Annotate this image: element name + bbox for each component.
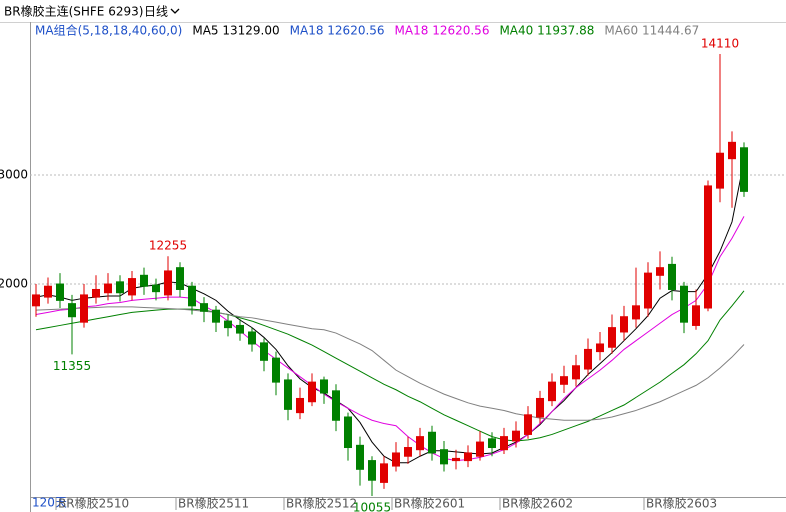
candle-body (224, 320, 232, 329)
candle-body (704, 185, 712, 309)
high-label: 12255 (149, 239, 187, 253)
candle-body (332, 390, 340, 421)
period-chevron[interactable] (170, 8, 180, 14)
candle-body (80, 294, 88, 323)
candle-body (680, 285, 688, 323)
candle-body (740, 147, 748, 192)
candle-body (692, 305, 700, 326)
candle-body (560, 376, 568, 385)
candle-body (68, 303, 76, 318)
candle-body (236, 324, 244, 334)
candle-body (116, 281, 124, 294)
candle-body (248, 331, 256, 345)
candle-body (572, 365, 580, 380)
candle-body (500, 436, 508, 451)
chart-title: BR橡胶主连(SHFE 6293) (4, 4, 143, 19)
legend-entry: MA40 11937.88 (499, 24, 594, 38)
candle-body (536, 397, 544, 418)
candle-body (308, 381, 316, 403)
legend-entry: MA5 13129.00 (192, 24, 279, 38)
candle-body (608, 327, 616, 348)
candle-body (356, 444, 364, 470)
candle-body (344, 416, 352, 449)
candle-body (464, 452, 472, 462)
candle-body (368, 460, 376, 481)
x-tick-label: BR橡胶2510 (58, 496, 129, 511)
candle-body (176, 267, 184, 290)
candle-body (524, 414, 532, 435)
x-tick-label: BR橡胶2512 (286, 496, 357, 511)
candle-body (620, 316, 628, 333)
candle-body (140, 274, 148, 287)
candle-body (212, 309, 220, 323)
candle-body (284, 379, 292, 410)
candle-body (728, 141, 736, 160)
y-tick-label: 12000 (0, 277, 28, 291)
candle-body (476, 441, 484, 457)
candle-body (416, 436, 424, 451)
candle-body (452, 457, 460, 462)
candle-body (44, 285, 52, 298)
x-tick-label: BR橡胶2601 (394, 496, 465, 511)
candle-body (152, 284, 160, 293)
candle-body (92, 288, 100, 298)
legend-entry: MA18 12620.56 (290, 24, 385, 38)
candle-body (260, 342, 268, 361)
candle-body (56, 283, 64, 301)
range-label[interactable]: 120天 (32, 496, 67, 510)
candle-body (632, 305, 640, 320)
legend-entry: MA60 11444.67 (604, 24, 699, 38)
candle-body (488, 438, 496, 449)
legend-entry: MA组合(5,18,18,40,60,0) (35, 23, 182, 38)
candle-body (164, 270, 172, 296)
low-label: 10055 (353, 501, 391, 512)
candle-body (644, 272, 652, 309)
candle-body (596, 343, 604, 353)
candle-body (428, 431, 436, 454)
candle-body (656, 267, 664, 276)
candle-body (104, 283, 112, 294)
candle-body (296, 397, 304, 414)
legend-entry: MA18 12620.56 (395, 24, 490, 38)
period-selector[interactable]: 日线 (144, 5, 168, 19)
x-tick-label: BR橡胶2603 (646, 496, 717, 511)
ma-line (35, 216, 745, 462)
ma-line (35, 306, 745, 421)
candle-body (716, 152, 724, 189)
candle-body (200, 303, 208, 312)
candle-body (668, 263, 676, 290)
y-tick-label: 13000 (0, 168, 28, 182)
low-label: 11355 (53, 359, 91, 373)
candle-body (32, 294, 40, 307)
candle-body (272, 357, 280, 383)
candle-body (188, 285, 196, 307)
ma-line (35, 290, 745, 442)
candle-body (320, 379, 328, 394)
candle-body (584, 348, 592, 370)
x-tick-label: BR橡胶2511 (178, 496, 249, 511)
candle-body (548, 381, 556, 402)
candle-body (512, 430, 520, 442)
candle-body (128, 278, 136, 296)
x-tick-label: BR橡胶2602 (502, 496, 573, 511)
high-label: 14110 (701, 37, 739, 51)
candle-body (392, 452, 400, 467)
candle-body (404, 447, 412, 457)
candle-body (440, 449, 448, 465)
candle-body (380, 463, 388, 483)
